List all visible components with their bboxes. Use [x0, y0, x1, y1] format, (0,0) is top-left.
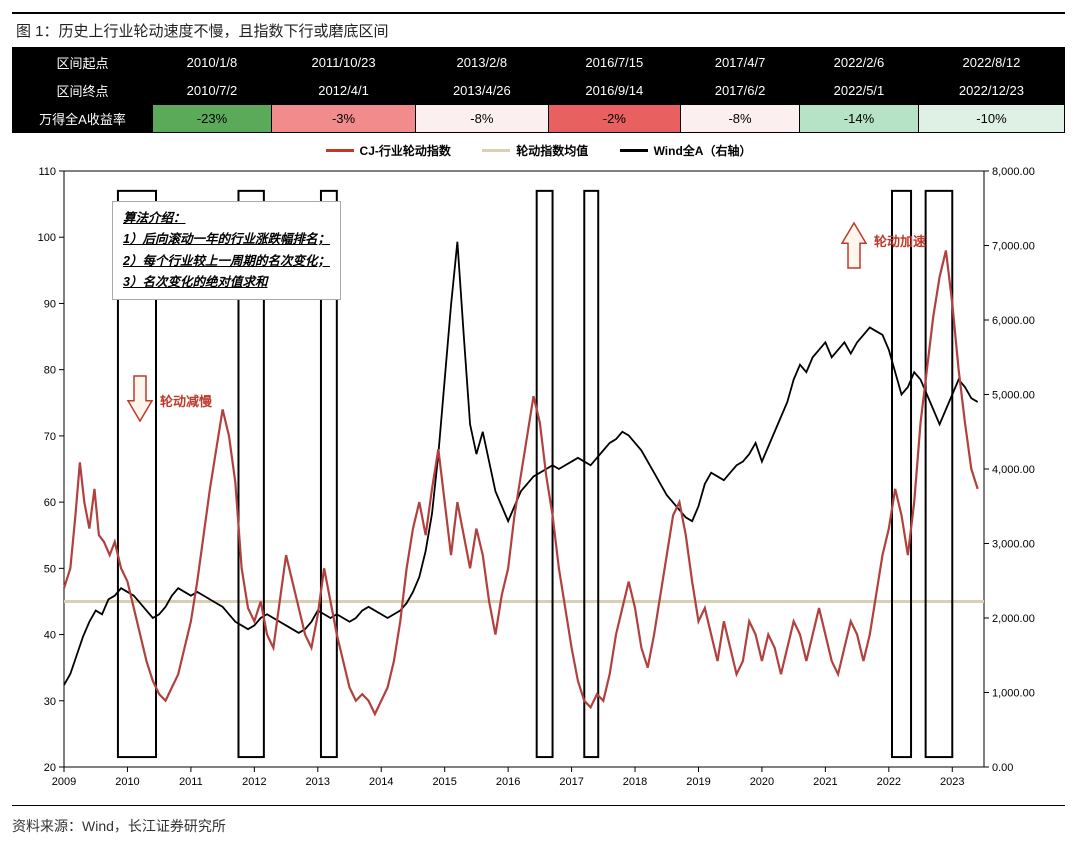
- cell: 2022/5/1: [800, 77, 919, 105]
- svg-text:2018: 2018: [623, 776, 647, 788]
- svg-text:2015: 2015: [432, 776, 456, 788]
- algo-title: 算法介绍：: [123, 208, 330, 229]
- legend-swatch: [326, 149, 354, 152]
- algo-line: 1）后向滚动一年的行业涨跌幅排名；: [123, 229, 330, 250]
- legend-swatch: [482, 149, 510, 152]
- svg-text:2013: 2013: [306, 776, 330, 788]
- svg-text:2010: 2010: [115, 776, 139, 788]
- cell: 2013/4/26: [416, 77, 548, 105]
- cell: 2017/6/2: [681, 77, 800, 105]
- svg-text:3,000.00: 3,000.00: [992, 539, 1035, 551]
- svg-text:6,000.00: 6,000.00: [992, 315, 1035, 327]
- return-cell: -3%: [271, 105, 415, 133]
- legend-label: 轮动指数均值: [516, 142, 588, 159]
- svg-text:110: 110: [38, 166, 56, 178]
- chart-legend: CJ-行业轮动指数 轮动指数均值 Wind全A（右轴）: [12, 133, 1065, 161]
- svg-text:2012: 2012: [242, 776, 266, 788]
- annotation-slow: 轮动减慢: [160, 391, 212, 410]
- svg-text:2022: 2022: [877, 776, 901, 788]
- return-cell: -10%: [918, 105, 1064, 133]
- svg-text:70: 70: [44, 431, 56, 443]
- cell: 2012/4/1: [271, 77, 415, 105]
- svg-text:40: 40: [44, 630, 56, 642]
- legend-item: Wind全A（右轴）: [620, 142, 752, 159]
- return-cell: -23%: [153, 105, 272, 133]
- svg-text:2023: 2023: [940, 776, 964, 788]
- svg-text:2011: 2011: [179, 776, 203, 788]
- svg-text:80: 80: [44, 365, 56, 377]
- svg-text:1,000.00: 1,000.00: [992, 688, 1035, 700]
- algo-line: 3）名次变化的绝对值求和: [123, 272, 330, 293]
- algo-line: 2）每个行业较上一周期的名次变化；: [123, 251, 330, 272]
- cell: 2022/8/12: [918, 49, 1064, 77]
- svg-text:50: 50: [44, 563, 56, 575]
- svg-text:60: 60: [44, 497, 56, 509]
- return-cell: -2%: [548, 105, 680, 133]
- cell: 2010/1/8: [153, 49, 272, 77]
- legend-swatch: [620, 149, 648, 152]
- svg-text:2020: 2020: [750, 776, 774, 788]
- figure-title: 图 1：历史上行业轮动速度不慢，且指数下行或磨底区间: [12, 12, 1065, 48]
- svg-text:30: 30: [44, 696, 56, 708]
- return-cell: -14%: [800, 105, 919, 133]
- period-table: 区间起点 2010/1/8 2011/10/23 2013/2/8 2016/7…: [12, 48, 1065, 133]
- svg-text:90: 90: [44, 298, 56, 310]
- table-row: 万得全A收益率 -23% -3% -8% -2% -8% -14% -10%: [13, 105, 1065, 133]
- row-label-return: 万得全A收益率: [13, 105, 153, 133]
- cell: 2022/2/6: [800, 49, 919, 77]
- cell: 2017/4/7: [681, 49, 800, 77]
- svg-text:2014: 2014: [369, 776, 393, 788]
- cell: 2011/10/23: [271, 49, 415, 77]
- cell: 2016/7/15: [548, 49, 680, 77]
- svg-text:0.00: 0.00: [992, 762, 1013, 774]
- svg-text:2017: 2017: [559, 776, 583, 788]
- svg-text:2019: 2019: [686, 776, 710, 788]
- table-row: 区间起点 2010/1/8 2011/10/23 2013/2/8 2016/7…: [13, 49, 1065, 77]
- row-label-end: 区间终点: [13, 77, 153, 105]
- table-row: 区间终点 2010/7/2 2012/4/1 2013/4/26 2016/9/…: [13, 77, 1065, 105]
- svg-text:100: 100: [38, 232, 56, 244]
- return-cell: -8%: [416, 105, 548, 133]
- svg-text:5,000.00: 5,000.00: [992, 390, 1035, 402]
- cell: 2016/9/14: [548, 77, 680, 105]
- svg-text:2021: 2021: [813, 776, 837, 788]
- svg-text:2,000.00: 2,000.00: [992, 613, 1035, 625]
- svg-text:4,000.00: 4,000.00: [992, 464, 1035, 476]
- cell: 2022/12/23: [918, 77, 1064, 105]
- legend-label: Wind全A（右轴）: [654, 142, 752, 159]
- legend-item: 轮动指数均值: [482, 142, 588, 159]
- legend-item: CJ-行业轮动指数: [326, 142, 451, 159]
- algorithm-box: 算法介绍： 1）后向滚动一年的行业涨跌幅排名； 2）每个行业较上一周期的名次变化…: [112, 201, 341, 300]
- svg-text:7,000.00: 7,000.00: [992, 241, 1035, 253]
- svg-text:2016: 2016: [496, 776, 520, 788]
- svg-text:2009: 2009: [52, 776, 76, 788]
- chart-area: 20 30 40 50 60 70 80 90 100 110 0.00 1,000.00 2,000.…: [12, 161, 1065, 801]
- svg-text:20: 20: [44, 762, 56, 774]
- row-label-start: 区间起点: [13, 49, 153, 77]
- cell: 2013/2/8: [416, 49, 548, 77]
- source-label: 资料来源：Wind，长江证券研究所: [12, 805, 1065, 836]
- svg-text:8,000.00: 8,000.00: [992, 166, 1035, 178]
- return-cell: -8%: [681, 105, 800, 133]
- annotation-fast: 轮动加速: [874, 231, 926, 250]
- cell: 2010/7/2: [153, 77, 272, 105]
- legend-label: CJ-行业轮动指数: [360, 142, 451, 159]
